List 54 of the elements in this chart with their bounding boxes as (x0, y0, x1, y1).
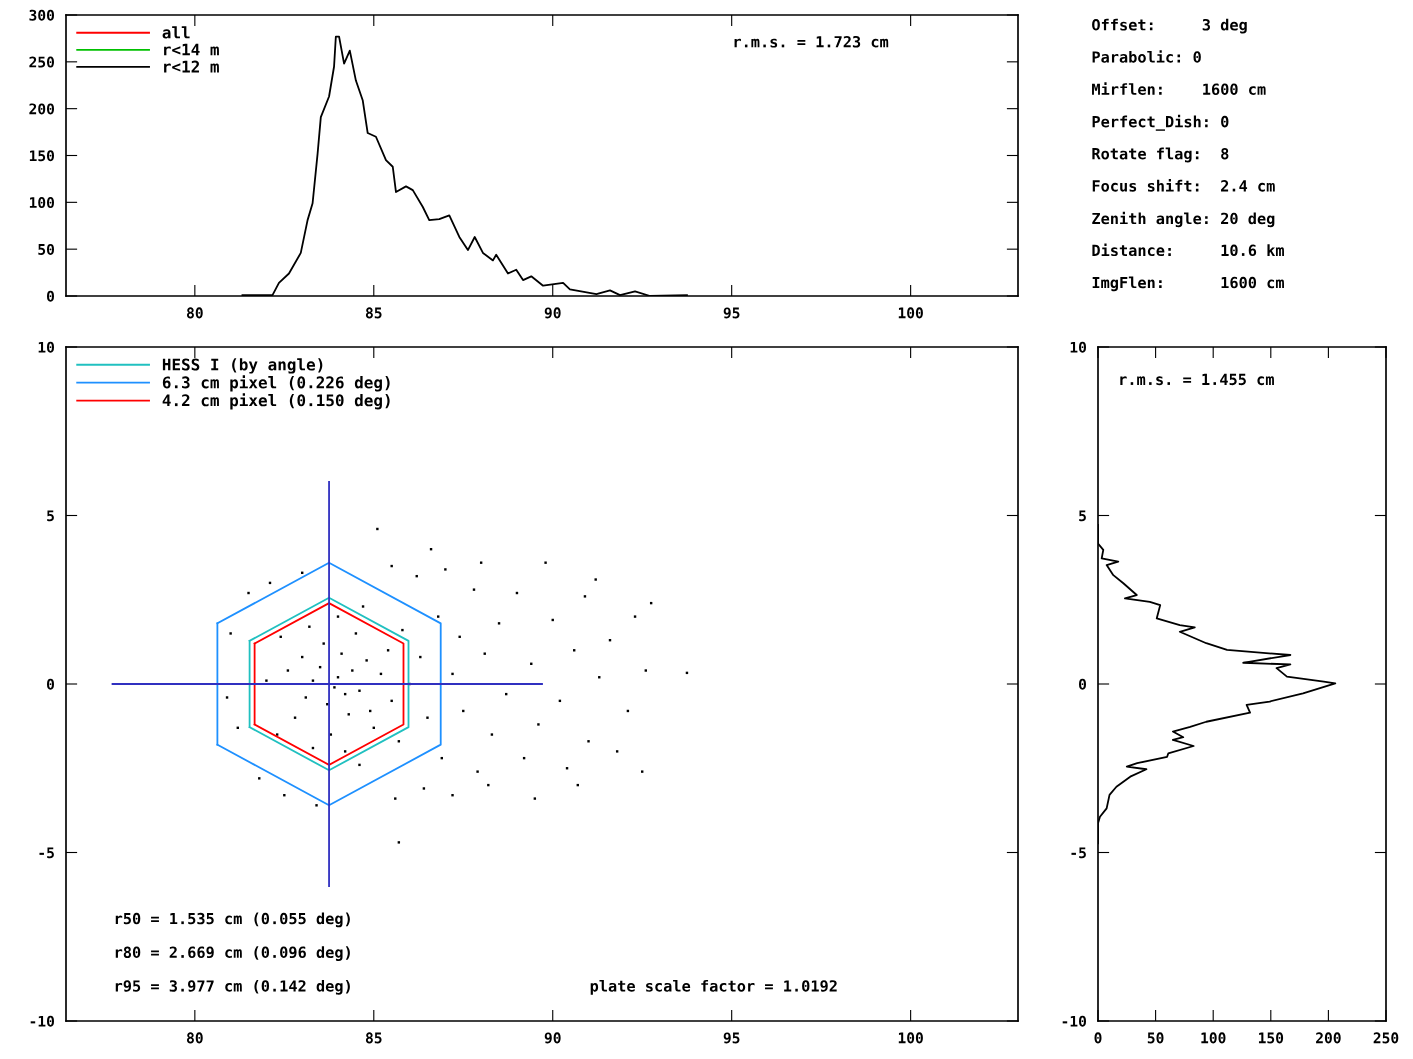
y-tick-label: -10 (30, 1015, 55, 1027)
y-tick-label: 0 (46, 290, 55, 302)
y-tick-label: -5 (1071, 847, 1086, 859)
text: Rotate flag: 8 (1092, 147, 1229, 163)
x-tick-label: 95 (723, 1032, 740, 1044)
annotation: r95 = 3.977 cm (0.142 deg) (115, 979, 350, 995)
legend-label: all (162, 26, 190, 39)
x-tick-label: 80 (186, 1032, 203, 1044)
y-tick-label: -10 (1062, 1015, 1087, 1027)
text: Offset: 3 deg (1092, 18, 1247, 34)
legend-label: 4.2 cm pixel (0.150 deg) (162, 393, 390, 410)
x-tick-label: 100 (898, 307, 923, 319)
x-tick-label: 100 (1201, 1032, 1226, 1044)
y-tick-label: 250 (29, 56, 55, 68)
x-tick-label: 85 (365, 307, 382, 319)
x-tick-label: 0 (1094, 1032, 1102, 1044)
text: Parabolic: 0 (1092, 50, 1201, 63)
x-tick-label: 200 (1316, 1032, 1341, 1044)
x-tick-label: 50 (1147, 1032, 1164, 1044)
annotation: r80 = 2.669 cm (0.096 deg) (115, 946, 350, 961)
text: Distance: 10.6 km (1092, 243, 1284, 257)
y-tick-label: 10 (1070, 341, 1087, 353)
legend-label: r<14 m (164, 43, 219, 56)
y-tick-label: -5 (39, 847, 54, 859)
y-tick-label: 200 (29, 103, 55, 115)
x-tick-label: 95 (723, 307, 740, 319)
annotation: r.m.s. = 1.455 cm (1120, 373, 1274, 386)
legend-label: 6.3 cm pixel (0.226 deg) (162, 375, 390, 392)
x-tick-label: 80 (186, 307, 203, 319)
y-tick-label: 150 (29, 150, 55, 162)
legend-label: HESS I (by angle) (162, 358, 323, 374)
x-tick-label: 250 (1373, 1032, 1399, 1044)
legend-label: r<12 m (164, 60, 219, 73)
text: Zenith angle: 20 deg (1092, 211, 1275, 228)
annotation: plate scale factor = 1.0192 (590, 979, 837, 995)
y-tick-label: 10 (38, 341, 55, 353)
text: Mirflen: 1600 cm (1092, 82, 1266, 95)
text: Perfect_Dish: 0 (1092, 114, 1229, 131)
text: Focus shift: 2.4 cm (1092, 179, 1275, 192)
x-tick-label: 85 (365, 1032, 382, 1044)
y-tick-label: 0 (1078, 678, 1087, 690)
y-tick-label: 300 (29, 9, 55, 21)
annotation: r.m.s. = 1.723 cm (734, 35, 889, 48)
y-tick-label: 5 (1079, 510, 1086, 522)
x-tick-label: 90 (544, 307, 561, 319)
x-tick-label: 90 (544, 1032, 561, 1044)
x-tick-label: 150 (1258, 1032, 1284, 1044)
y-tick-label: 0 (46, 678, 55, 690)
annotation: r50 = 1.535 cm (0.055 deg) (115, 912, 350, 928)
x-tick-label: 100 (898, 1032, 923, 1044)
y-tick-label: 50 (38, 243, 55, 255)
y-tick-label: 5 (47, 510, 54, 522)
text: ImgFlen: 1600 cm (1092, 276, 1284, 292)
y-tick-label: 100 (29, 197, 55, 209)
